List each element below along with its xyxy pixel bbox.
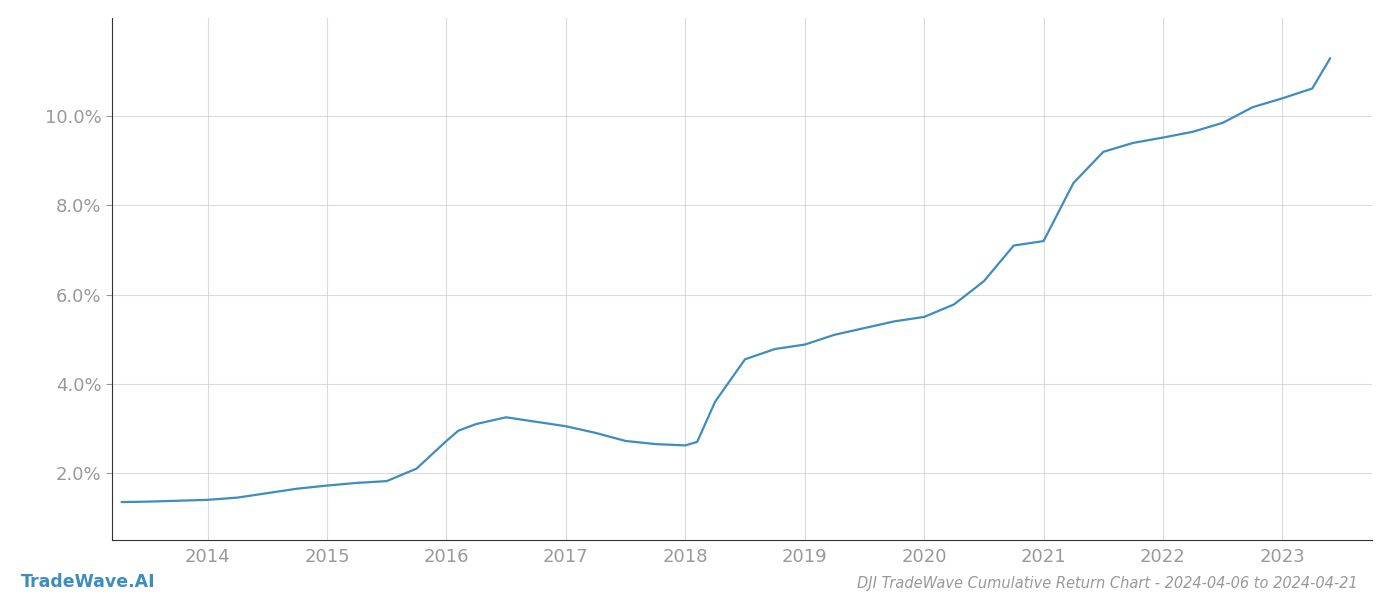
- Text: DJI TradeWave Cumulative Return Chart - 2024-04-06 to 2024-04-21: DJI TradeWave Cumulative Return Chart - …: [857, 576, 1358, 591]
- Text: TradeWave.AI: TradeWave.AI: [21, 573, 155, 591]
